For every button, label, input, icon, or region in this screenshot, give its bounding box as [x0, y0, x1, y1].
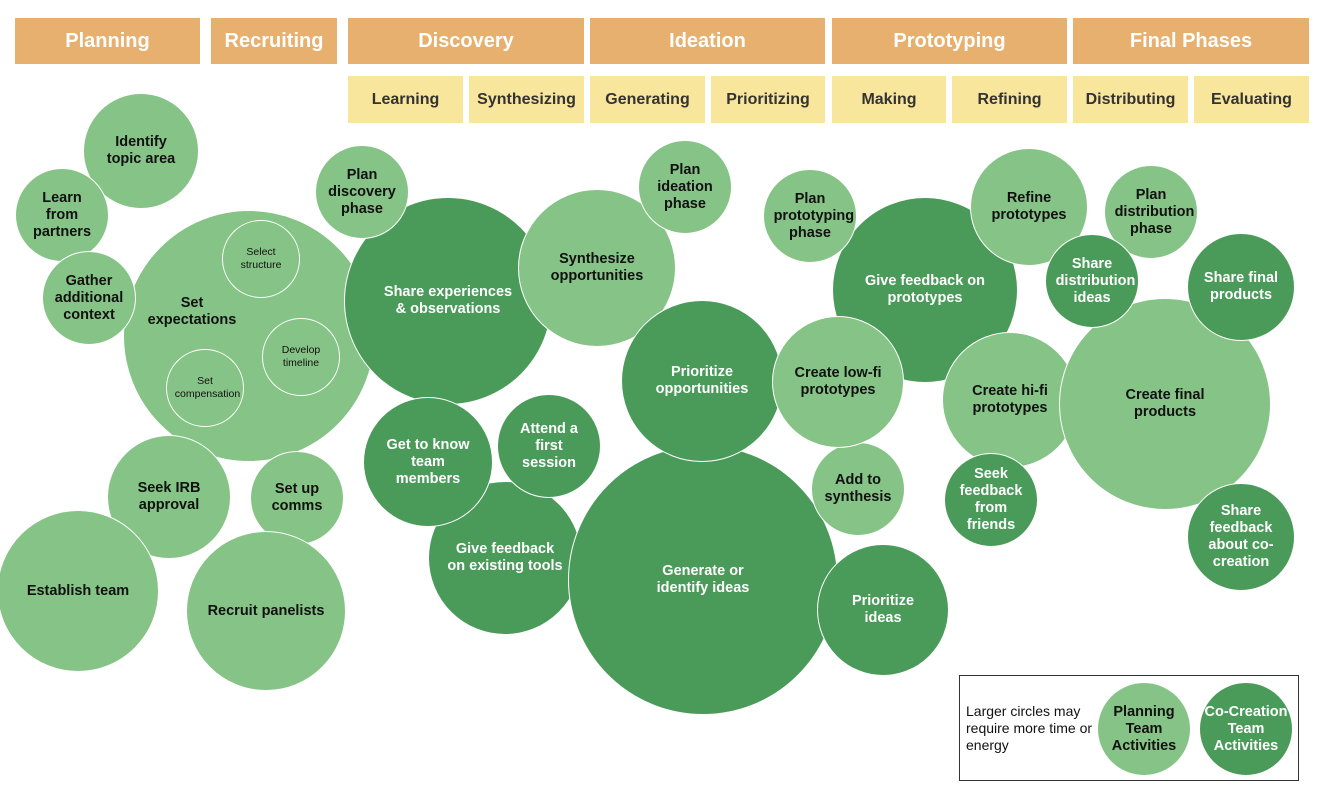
activity-label: Give feedback on existing tools — [447, 541, 563, 574]
activity-label: Plan prototyping phase — [773, 190, 855, 241]
activity-circle: Develop timeline — [262, 318, 340, 396]
activity-circle: Prioritize opportunities — [621, 300, 783, 462]
activity-label: Select structure — [240, 246, 282, 271]
phase-header: Discovery — [348, 18, 584, 64]
activity-circle: Get to know team members — [363, 397, 493, 527]
activity-label: Identify topic area — [106, 134, 176, 167]
activity-label: Plan distribution phase — [1114, 186, 1195, 237]
subphase-header: Learning — [348, 76, 463, 123]
activity-circle: Generate or identify ideas — [568, 445, 838, 715]
activity-label: Share final products — [1203, 270, 1279, 303]
activity-circle: Seek feedback from friends — [944, 453, 1038, 547]
phase-header: Recruiting — [211, 18, 337, 64]
phase-header: Final Phases — [1073, 18, 1309, 64]
activity-label: Gather additional context — [54, 272, 124, 323]
subphase-header: Evaluating — [1194, 76, 1309, 123]
activity-circle: Create low-fi prototypes — [772, 316, 904, 448]
activity-circle: Identify topic area — [83, 93, 199, 209]
activity-label: Develop timeline — [281, 344, 321, 369]
activity-circle: Create hi-fi prototypes — [942, 332, 1078, 468]
activity-label: Prioritize opportunities — [655, 364, 749, 397]
activity-label: Give feedback on prototypes — [864, 273, 986, 306]
activity-circle: Plan distribution phase — [1104, 165, 1198, 259]
activity-circle: Set up comms — [250, 451, 344, 545]
activity-label: Plan discovery phase — [328, 166, 396, 217]
phase-header: Planning — [15, 18, 200, 64]
legend-circle: Co-Creation Team Activities — [1199, 682, 1293, 776]
activity-label: Set up comms — [271, 481, 323, 514]
legend-label: Co-Creation Team Activities — [1204, 703, 1288, 754]
activity-circle: Plan ideation phase — [638, 140, 732, 234]
activity-label: Share experiences & observations — [383, 284, 513, 317]
phase-header: Prototyping — [832, 18, 1067, 64]
activity-label: Recruit panelists — [207, 602, 325, 619]
activity-circle: Plan prototyping phase — [763, 169, 857, 263]
subphase-header: Generating — [590, 76, 705, 123]
activity-circle: Plan discovery phase — [315, 145, 409, 239]
legend-circle: Planning Team Activities — [1097, 682, 1191, 776]
phase-header: Ideation — [590, 18, 825, 64]
activity-circle: Gather additional context — [42, 251, 136, 345]
activity-label: Establish team — [26, 582, 130, 599]
activity-circle: Learn from partners — [15, 168, 109, 262]
activity-circle: Share final products — [1187, 233, 1295, 341]
activity-label: Seek feedback from friends — [959, 466, 1023, 533]
activity-circle: Share feedback about co-creation — [1187, 483, 1295, 591]
subphase-header: Making — [832, 76, 946, 123]
activity-label: Attend a first session — [520, 420, 578, 471]
activity-label: Get to know team members — [386, 436, 470, 487]
activity-label: Seek IRB approval — [137, 480, 201, 513]
activity-circle: Attend a first session — [497, 394, 601, 498]
activity-label: Refine prototypes — [991, 190, 1067, 223]
activity-label: Create low-fi prototypes — [794, 365, 882, 398]
activity-circle: Add to synthesis — [811, 442, 905, 536]
subphase-header: Distributing — [1073, 76, 1188, 123]
activity-label: Add to synthesis — [824, 472, 892, 505]
legend: Larger circles may require more time or … — [959, 675, 1299, 781]
activity-circle: Establish team — [0, 510, 159, 672]
activity-circle: Prioritize ideas — [817, 544, 949, 676]
activity-label: Create final products — [1125, 387, 1205, 420]
activity-label: Share feedback about co-creation — [1208, 503, 1274, 570]
legend-label: Planning Team Activities — [1111, 703, 1177, 754]
activity-label: Create hi-fi prototypes — [972, 383, 1048, 416]
activity-label: Set compensation — [174, 375, 241, 400]
activity-label: Set expectations — [147, 295, 237, 328]
activity-label: Synthesize opportunities — [550, 251, 644, 284]
legend-note: Larger circles may require more time or … — [966, 703, 1093, 753]
activity-label: Prioritize ideas — [851, 593, 915, 626]
subphase-header: Prioritizing — [711, 76, 825, 123]
activity-label: Learn from partners — [32, 189, 92, 240]
subphase-header: Refining — [952, 76, 1067, 123]
activity-label: Plan ideation phase — [657, 161, 713, 212]
subphase-header: Synthesizing — [469, 76, 584, 123]
activity-circle: Share distribution ideas — [1045, 234, 1139, 328]
activity-circle: Recruit panelists — [186, 531, 346, 691]
activity-circle: Set compensation — [166, 349, 244, 427]
activity-label: Generate or identify ideas — [656, 563, 750, 596]
activity-circle: Select structure — [222, 220, 300, 298]
activity-label: Share distribution ideas — [1055, 255, 1136, 306]
